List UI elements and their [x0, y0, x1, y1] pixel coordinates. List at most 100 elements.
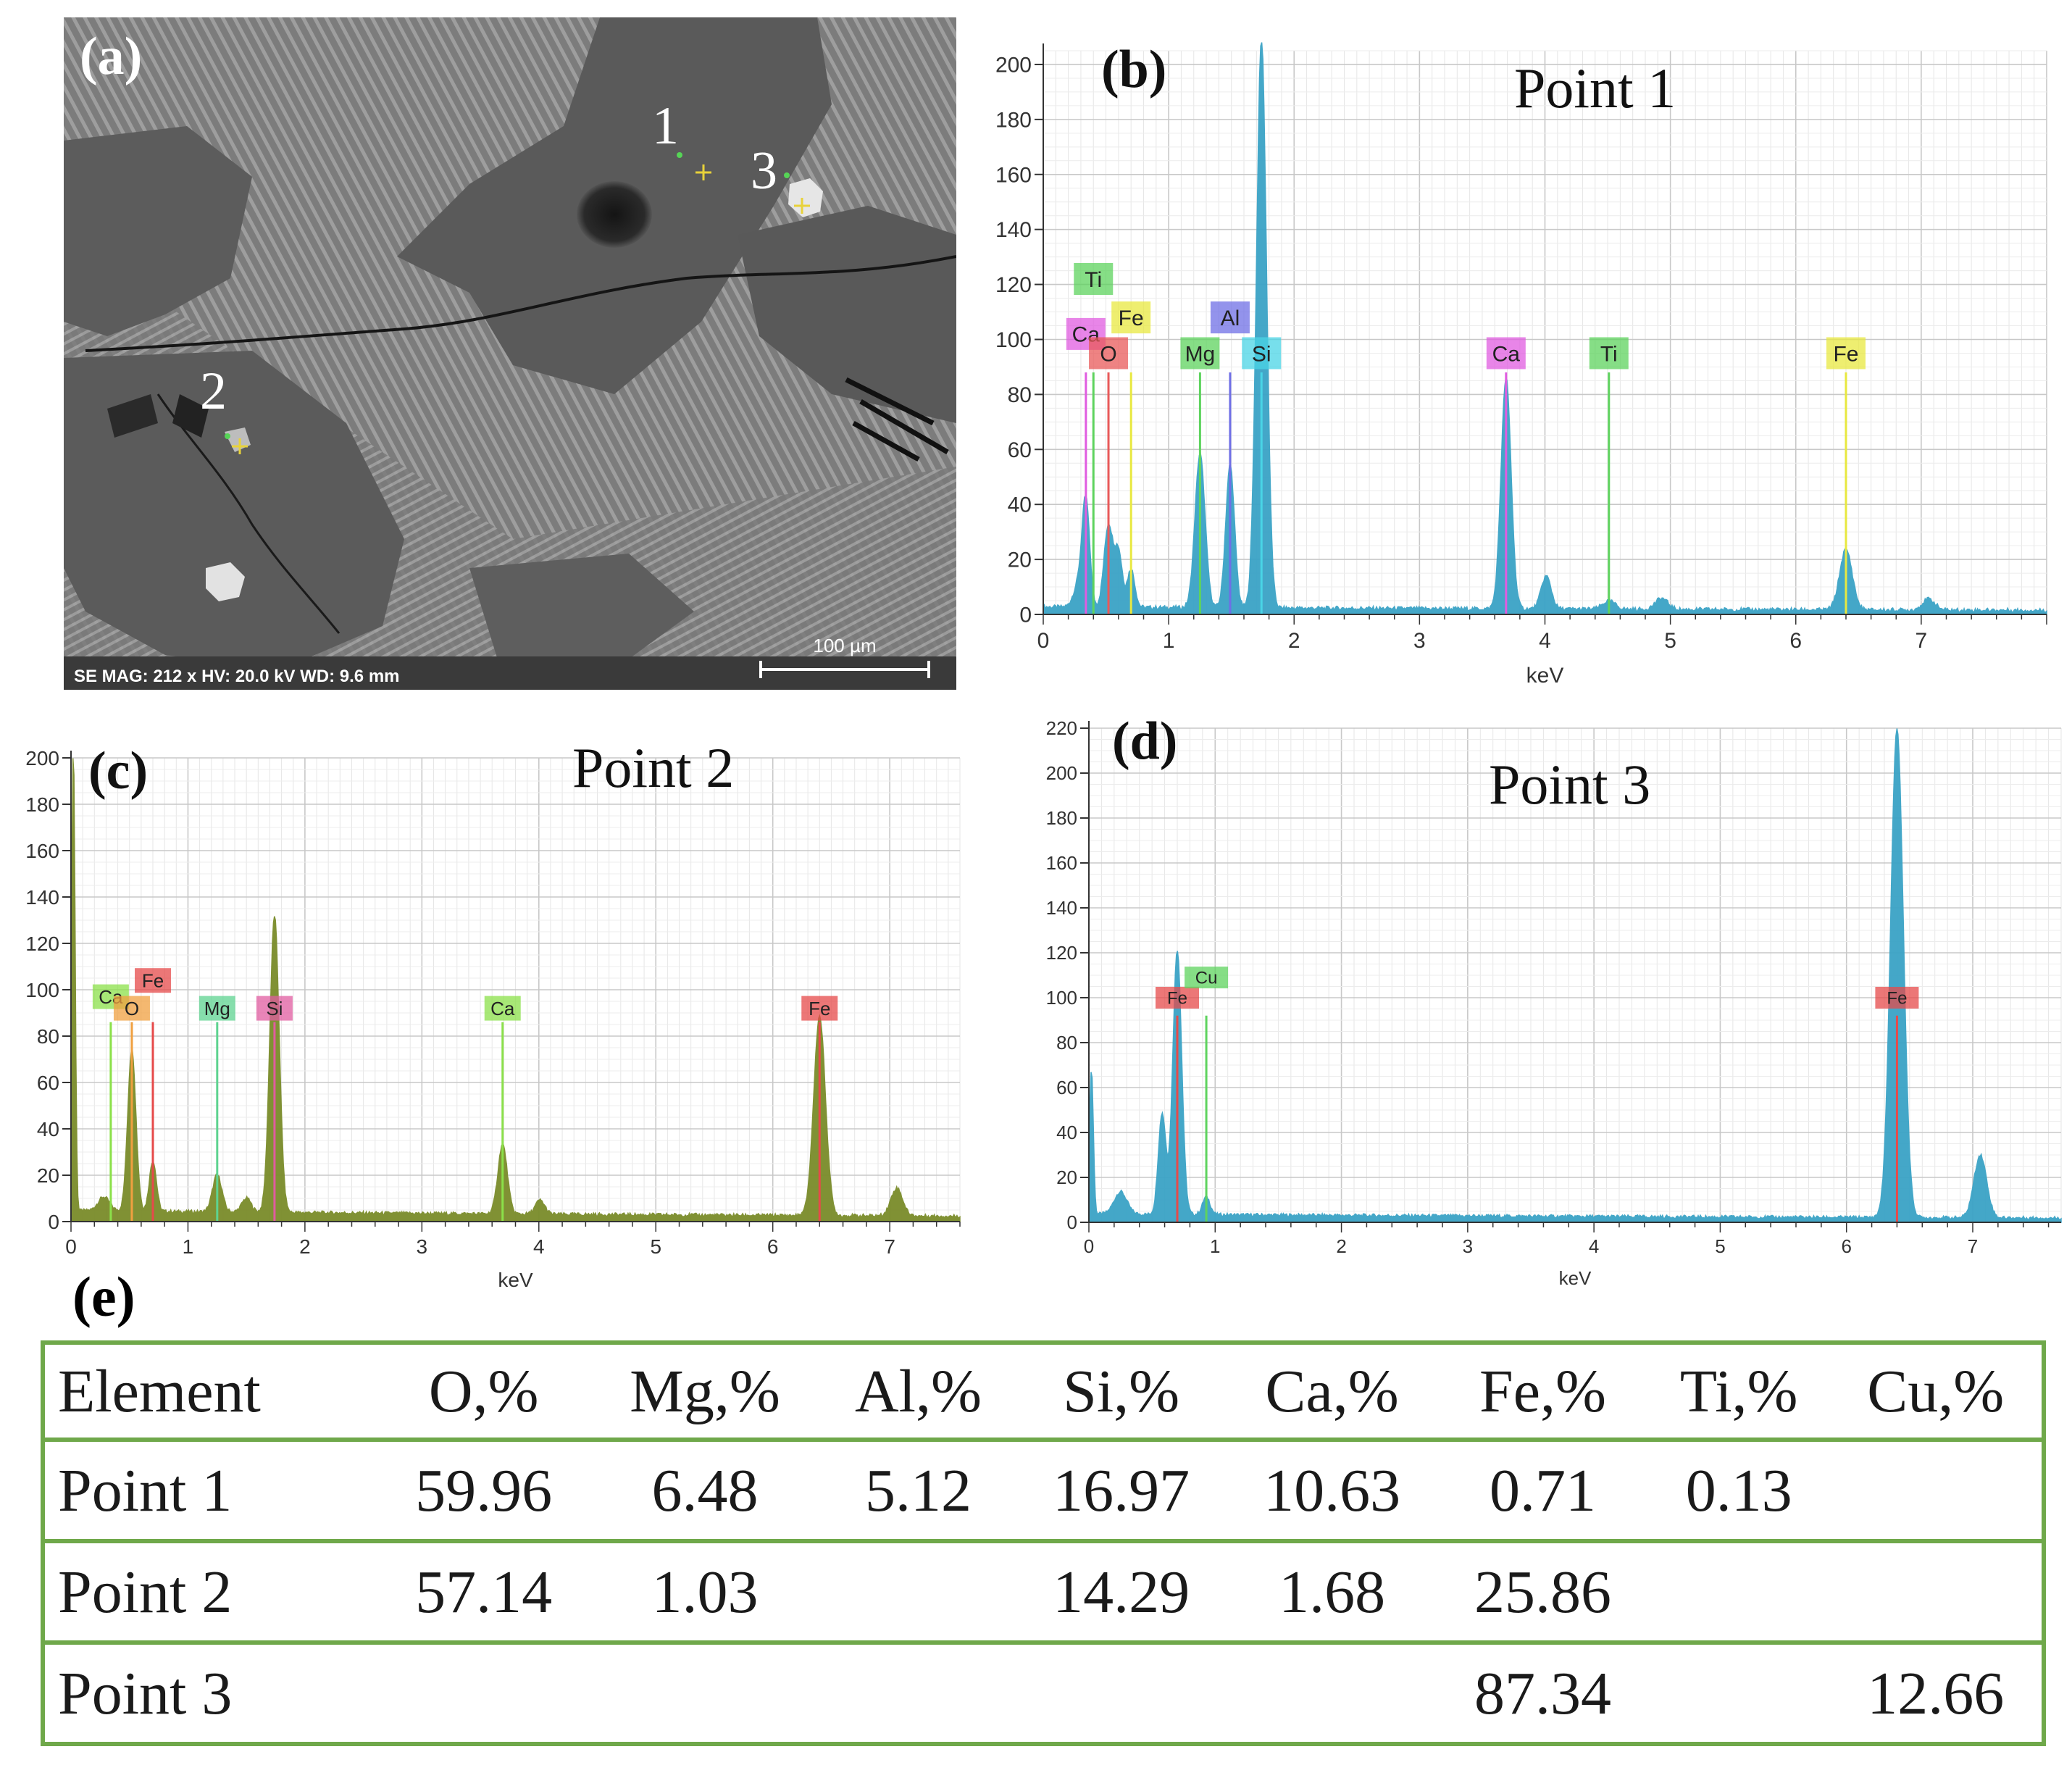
- table-cell: Point 3: [58, 1659, 233, 1727]
- element-tag-mg: Mg: [1185, 342, 1216, 366]
- element-tag-fe: Fe: [1167, 989, 1187, 1009]
- table-row: Point 2 57.14 1.03 14.29 1.68 25.86: [43, 1541, 2044, 1643]
- panel-a-label: (a): [80, 27, 142, 86]
- table-cell: [1648, 1643, 1829, 1744]
- table-header: Ti,%: [1679, 1357, 1798, 1425]
- chart-title: Point 1: [1514, 57, 1676, 120]
- y-tick-label: 80: [37, 1025, 59, 1048]
- element-tag-ca: Ca: [1492, 342, 1521, 366]
- table-cell: [1829, 1541, 2044, 1643]
- y-tick-label: 0: [1019, 604, 1032, 627]
- x-tick-label: 0: [1037, 629, 1050, 653]
- y-tick-label: 80: [1056, 1032, 1077, 1053]
- point-1-marker: [695, 164, 711, 180]
- table-cell: [589, 1643, 821, 1744]
- element-tag-box: [199, 996, 235, 1021]
- y-tick-label: 200: [1046, 762, 1077, 784]
- spectrum-chart-d: Fe Cu Fe 0 20 40 60 80 100 120 140 160 180 200 220 0 1 2 3…: [1046, 714, 2062, 1289]
- element-tag-fe: Fe: [809, 998, 830, 1019]
- table-row: Point 1 59.96 6.48 5.12 16.97 10.63 0.71…: [43, 1440, 2044, 1541]
- y-tick-label: 80: [1008, 383, 1032, 407]
- x-tick-label: 7: [1968, 1235, 1978, 1257]
- y-tick-label: 40: [37, 1118, 59, 1140]
- x-tick-label: 5: [650, 1235, 661, 1258]
- y-tick-label: 180: [1046, 807, 1077, 829]
- point-3-label: 3: [751, 141, 777, 201]
- x-axis-label: keV: [1526, 664, 1564, 688]
- chart-title: Point 2: [572, 736, 734, 799]
- y-tick-label: 100: [25, 979, 59, 1001]
- element-tag-fe: Fe: [1887, 989, 1907, 1009]
- sem-micrograph: 1 2 3 (a) SE MAG: 212 x HV: 20.0 kV WD: …: [64, 17, 956, 690]
- x-tick-label: 0: [1084, 1235, 1094, 1257]
- element-tag-si: Si: [266, 998, 283, 1019]
- element-tag-ti: Ti: [1085, 268, 1102, 292]
- table-cell: [821, 1541, 1016, 1643]
- y-tick-label: 20: [1056, 1167, 1077, 1188]
- grid: [70, 757, 961, 1222]
- x-tick-label: 0: [65, 1235, 77, 1258]
- x-tick-label: 5: [1664, 629, 1676, 653]
- table-cell: [378, 1643, 589, 1744]
- point-1-label: 1: [652, 96, 679, 156]
- table-cell: Point 2: [58, 1558, 233, 1626]
- y-tick-label: 60: [1008, 438, 1032, 462]
- element-tag-box: [1589, 337, 1629, 370]
- table-header: Ca,%: [1265, 1357, 1399, 1425]
- x-tick-label: 2: [299, 1235, 311, 1258]
- y-tick-label: 40: [1056, 1122, 1077, 1143]
- element-tag-o: O: [125, 998, 139, 1019]
- panel-label: (c): [88, 741, 148, 801]
- y-tick-label: 120: [995, 273, 1032, 297]
- x-tick-label: 3: [1463, 1235, 1473, 1257]
- table-cell: 1.03: [651, 1558, 759, 1626]
- composition-table: Element O,% Mg,% Al,% Si,% Ca,% Fe,% Ti,…: [41, 1340, 2046, 1746]
- x-tick-label: 6: [767, 1235, 779, 1258]
- table-cell: 5.12: [864, 1456, 972, 1524]
- y-tick-label: 40: [1008, 493, 1032, 517]
- y-tick-label: 180: [995, 108, 1032, 132]
- x-tick-label: 7: [884, 1235, 895, 1258]
- table-header: Mg,%: [630, 1357, 780, 1425]
- table-cell: 6.48: [651, 1456, 759, 1524]
- table-header: O,%: [428, 1357, 539, 1425]
- y-tick-label: 60: [1056, 1077, 1077, 1098]
- element-tag-box: [1156, 987, 1199, 1009]
- table-header-row: Element O,% Mg,% Al,% Si,% Ca,% Fe,% Ti,…: [43, 1343, 2044, 1440]
- element-tag-box: [1210, 301, 1250, 334]
- x-tick-label: 6: [1841, 1235, 1851, 1257]
- table-cell: 10.63: [1263, 1456, 1401, 1524]
- y-tick-label: 100: [995, 328, 1032, 352]
- y-tick-label: 180: [25, 793, 59, 816]
- y-tick-label: 200: [25, 747, 59, 769]
- table-cell: 14.29: [1053, 1558, 1190, 1626]
- element-tag-box: [1242, 337, 1282, 370]
- scale-bar: [759, 661, 930, 678]
- x-tick-label: 2: [1336, 1235, 1346, 1257]
- table-cell: [1016, 1643, 1227, 1744]
- x-axis-label: keV: [1559, 1267, 1592, 1289]
- y-tick-label: 0: [1067, 1211, 1077, 1233]
- point-3-marker: [794, 198, 810, 214]
- x-tick-label: 3: [1413, 629, 1426, 653]
- table-header: Cu,%: [1867, 1357, 2005, 1425]
- element-tag-al: Al: [1221, 306, 1240, 330]
- table-cell: [1227, 1643, 1437, 1744]
- x-tick-label: 2: [1288, 629, 1300, 653]
- y-tick-label: 200: [995, 53, 1032, 77]
- y-tick-label: 140: [995, 218, 1032, 242]
- y-tick-label: 140: [25, 886, 59, 909]
- element-tag-box: [484, 996, 521, 1021]
- element-tag-box: [801, 996, 838, 1021]
- spectrum-series: [70, 758, 961, 1222]
- x-tick-label: 1: [1210, 1235, 1220, 1257]
- table-cell: [1648, 1541, 1829, 1643]
- x-tick-label: 7: [1916, 629, 1928, 653]
- y-tick-label: 220: [1046, 717, 1077, 739]
- x-axis-label: keV: [498, 1269, 533, 1291]
- x-tick-label: 4: [1589, 1235, 1599, 1257]
- table-cell: Point 1: [58, 1456, 233, 1524]
- table-cell: 0.13: [1685, 1456, 1792, 1524]
- table-cell: 16.97: [1053, 1456, 1190, 1524]
